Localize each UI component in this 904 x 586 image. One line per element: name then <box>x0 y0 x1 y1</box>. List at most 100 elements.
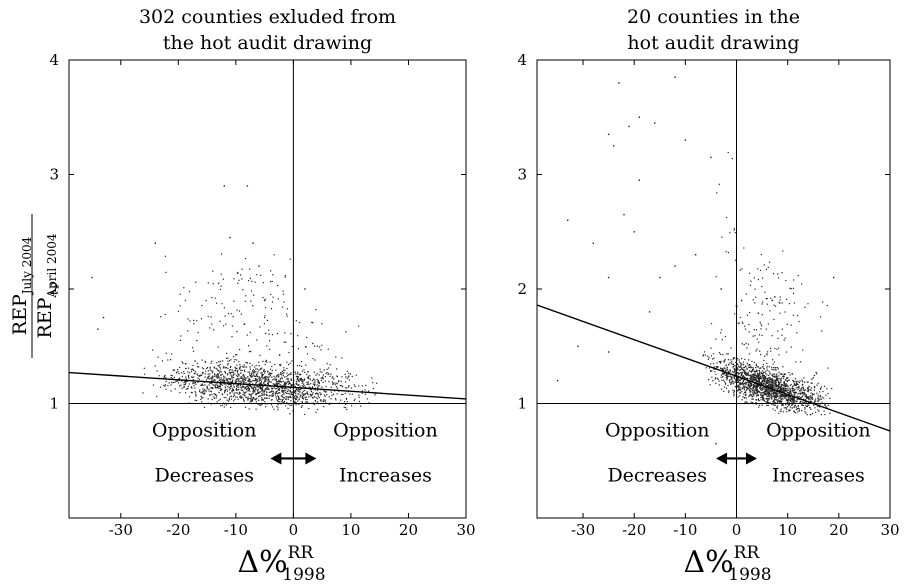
data-point <box>769 386 772 389</box>
data-point <box>791 407 793 409</box>
data-point <box>236 354 238 356</box>
data-point <box>277 387 279 389</box>
data-point <box>756 391 758 393</box>
outlier-point <box>674 265 676 267</box>
data-point <box>778 347 780 349</box>
data-point <box>768 374 770 376</box>
data-point <box>250 394 252 396</box>
data-point <box>219 366 221 368</box>
data-point <box>773 380 775 382</box>
data-point <box>250 375 252 377</box>
data-point <box>300 373 302 375</box>
data-point <box>775 381 777 383</box>
data-point <box>277 396 280 398</box>
data-point <box>234 373 236 375</box>
data-point <box>282 374 284 376</box>
data-point <box>827 367 829 369</box>
data-point <box>209 366 211 368</box>
data-point <box>335 356 337 358</box>
data-point <box>371 377 373 379</box>
data-point <box>792 397 795 399</box>
data-point <box>756 384 758 386</box>
data-point <box>187 318 189 320</box>
data-point <box>324 395 326 397</box>
data-point <box>288 390 290 392</box>
data-point <box>287 392 289 395</box>
data-point <box>216 377 218 379</box>
data-point <box>242 386 244 388</box>
data-point <box>766 397 768 399</box>
data-point <box>751 366 753 368</box>
data-point <box>748 353 750 355</box>
data-point <box>723 372 725 375</box>
outlier-point <box>102 316 105 319</box>
data-point <box>792 373 794 375</box>
data-point <box>301 382 303 384</box>
data-point <box>750 384 752 386</box>
data-point <box>822 390 824 393</box>
data-point <box>265 406 267 408</box>
data-point <box>774 383 776 385</box>
data-point <box>253 374 255 376</box>
data-point <box>351 387 353 389</box>
data-point <box>781 397 783 399</box>
data-point <box>719 353 722 355</box>
data-point <box>807 396 809 398</box>
data-point <box>216 401 218 403</box>
data-point <box>733 313 736 315</box>
data-point <box>746 347 748 349</box>
data-point <box>259 383 261 385</box>
data-point <box>737 389 739 391</box>
data-point <box>780 380 782 382</box>
data-point <box>759 376 761 378</box>
data-point <box>725 374 728 376</box>
data-point <box>163 384 165 386</box>
data-point <box>827 392 829 395</box>
data-point <box>221 404 224 406</box>
data-point <box>716 192 718 194</box>
data-point <box>718 384 720 386</box>
data-point <box>755 386 757 389</box>
data-point <box>250 400 252 402</box>
data-point <box>273 254 275 256</box>
data-point <box>770 347 772 349</box>
data-point <box>349 373 352 375</box>
data-point <box>252 388 254 390</box>
data-point <box>351 393 353 395</box>
data-point <box>312 358 314 360</box>
data-point <box>277 285 279 287</box>
data-point <box>789 287 791 289</box>
data-point <box>767 402 769 404</box>
data-point <box>275 391 277 393</box>
data-point <box>328 367 330 369</box>
data-point <box>265 384 267 386</box>
data-point <box>716 366 718 368</box>
data-point <box>309 379 311 381</box>
data-point <box>764 377 766 379</box>
data-point <box>293 391 296 394</box>
data-point <box>780 388 782 390</box>
data-point <box>778 400 780 402</box>
data-point <box>810 382 812 384</box>
data-point <box>201 383 203 385</box>
data-point <box>283 367 285 369</box>
data-point <box>164 313 166 315</box>
data-point <box>225 387 227 389</box>
data-point <box>772 359 774 361</box>
data-point <box>749 383 751 385</box>
data-point <box>805 395 808 397</box>
data-point <box>286 313 288 315</box>
data-point <box>244 392 246 394</box>
data-point <box>766 298 768 300</box>
data-point <box>214 385 216 387</box>
data-point <box>779 401 781 403</box>
data-point <box>741 368 743 370</box>
data-point <box>800 392 802 394</box>
data-point <box>771 368 773 370</box>
data-point <box>734 370 736 372</box>
data-point <box>287 375 289 377</box>
data-point <box>218 387 220 390</box>
data-point <box>761 378 763 380</box>
data-point <box>222 380 224 382</box>
data-point <box>786 391 788 393</box>
